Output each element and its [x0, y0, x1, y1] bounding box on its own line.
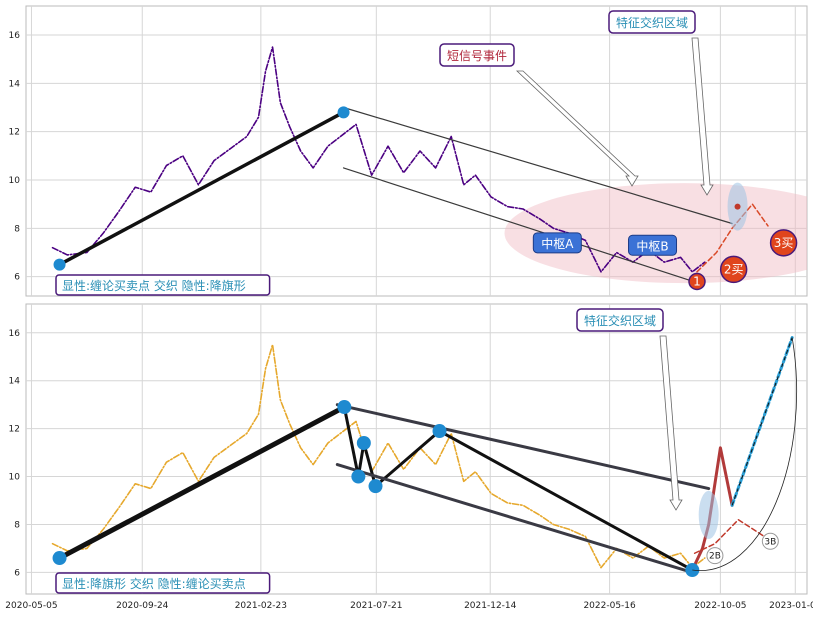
series-line-3: [342, 167, 702, 285]
pivot-point: [356, 436, 371, 451]
feature-glow: [698, 490, 719, 539]
x-tick-label: 2022-10-05: [694, 601, 746, 611]
plot-body: [26, 6, 807, 296]
legend-text: 显性:缠论买卖点 交织 隐性:降旗形: [62, 278, 246, 293]
y-tick-label: 12: [9, 425, 20, 435]
legend-text: 显性:降旗形 交织 隐性:缠论买卖点: [62, 576, 246, 591]
series-line-1: [57, 404, 347, 561]
feature-dot: [734, 203, 741, 210]
badge-circle: [688, 272, 706, 291]
signal-badge-1: 3B: [761, 532, 779, 550]
callout-text: 特征交织区域: [616, 15, 688, 30]
series-line-3: [335, 403, 711, 491]
x-tick-label: 2022-05-16: [583, 601, 636, 611]
center-text: 中枢A: [541, 236, 574, 251]
signal-badge-0: 2B: [706, 547, 724, 565]
pivot-point: [52, 551, 67, 566]
y-tick-label: 10: [9, 473, 21, 483]
top-panel: 6 8 10 12 14 16 中枢A 中枢B 1 2买 3买 短信号事件 特征交织区域显性:缠论买卖点…: [9, 5, 808, 297]
callout-arrow: [691, 37, 714, 196]
plot-body: [26, 304, 807, 594]
pattern-legend: 显性:降旗形 交织 隐性:缠论买卖点: [55, 572, 271, 594]
y-tick-label: 16: [9, 329, 21, 339]
badge-text: 2买: [724, 262, 744, 276]
x-tick-label: 2021-12-14: [464, 601, 517, 611]
y-tick-label: 16: [9, 31, 21, 41]
y-tick-label: 14: [9, 79, 21, 89]
projection-arc: [692, 337, 798, 571]
series-line-2: [342, 405, 694, 572]
y-tick-label: 14: [9, 377, 21, 387]
badge-text: 3买: [774, 236, 794, 250]
pivot-point: [337, 106, 350, 119]
badge-text: 1: [693, 275, 701, 289]
badge-circle: [761, 532, 779, 550]
series-line-2: [342, 106, 733, 225]
series-line-1: [57, 110, 346, 267]
y-tick-label: 8: [14, 224, 20, 234]
center-text: 中枢B: [636, 238, 668, 253]
x-tick-label: 2023-01-09: [769, 601, 813, 611]
pivot-point: [368, 479, 383, 494]
y-tick-label: 6: [14, 273, 20, 283]
y-tick-label: 8: [14, 520, 20, 530]
callout-box: [608, 10, 696, 34]
callout-0: 特征交织区域: [576, 308, 683, 511]
callout-arrow: [515, 70, 639, 187]
callout-1: 特征交织区域: [608, 10, 714, 196]
x-tick-label: 2021-02-23: [235, 601, 287, 611]
callout-text: 特征交织区域: [584, 313, 656, 328]
center-label-1: 中枢B: [628, 234, 678, 256]
badge-circle: [706, 547, 724, 565]
series-line-4: [696, 203, 769, 273]
signal-badge-1: 2买: [719, 255, 748, 284]
badge-text: 3B: [764, 537, 776, 547]
y-tick-label: 6: [14, 568, 20, 578]
callout-text: 短信号事件: [447, 49, 507, 63]
y-tick-label: 10: [9, 176, 21, 186]
y-tick-label: 12: [9, 128, 20, 138]
pattern-legend: 显性:缠论买卖点 交织 隐性:降旗形: [55, 274, 271, 296]
series-line-0: [51, 46, 706, 273]
callout-arrow: [659, 335, 683, 511]
pivot-point: [351, 469, 366, 484]
callout-box: [439, 43, 515, 67]
series-line-4: [335, 463, 694, 574]
badge-circle: [719, 255, 748, 284]
x-tick-label: 2020-05-05: [5, 601, 57, 611]
legend-box: [55, 274, 271, 296]
center-box: [532, 232, 582, 254]
x-tick-label: 2021-07-21: [350, 601, 402, 611]
center-box: [628, 234, 678, 256]
series-line-6-core: [731, 337, 793, 506]
bottom-panel: 6 8 10 12 14 16 2020-05-05 2020-09-24 2021-02-23…: [5, 303, 813, 611]
pivot-point: [432, 424, 447, 439]
callout-0: 短信号事件: [439, 43, 639, 187]
badge-circle: [769, 229, 798, 257]
series-line-7: [693, 518, 769, 555]
signal-badge-0: 1: [688, 272, 706, 291]
legend-box: [55, 572, 271, 594]
signal-badge-2: 3买: [769, 229, 798, 257]
pivot-point: [53, 258, 66, 271]
center-label-0: 中枢A: [532, 232, 582, 254]
x-tick-label: 2020-09-24: [116, 601, 169, 611]
badge-text: 2B: [709, 552, 721, 562]
callout-box: [576, 308, 664, 332]
pivot-point: [337, 400, 352, 415]
